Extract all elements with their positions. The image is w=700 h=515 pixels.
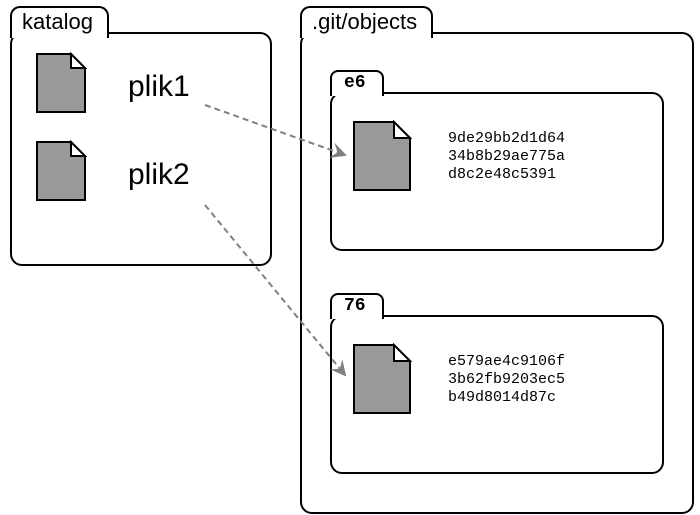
folder-tab-katalog: katalog (10, 6, 109, 38)
inner-folder-tab-76: 76 (330, 293, 384, 319)
folder-tab-git-objects: .git/objects (300, 6, 433, 38)
file-icon (352, 343, 412, 420)
hash-text-e6: 9de29bb2d1d64 34b8b29ae775a d8c2e48c5391 (448, 130, 565, 184)
file-icon (35, 52, 87, 119)
file-label-plik2: plik2 (128, 158, 190, 192)
file-icon (352, 120, 412, 197)
file-label-plik1: plik1 (128, 70, 190, 104)
hash-text-76: e579ae4c9106f 3b62fb9203ec5 b49d8014d87c (448, 353, 565, 407)
file-icon (35, 140, 87, 207)
inner-folder-tab-e6: e6 (330, 70, 384, 96)
